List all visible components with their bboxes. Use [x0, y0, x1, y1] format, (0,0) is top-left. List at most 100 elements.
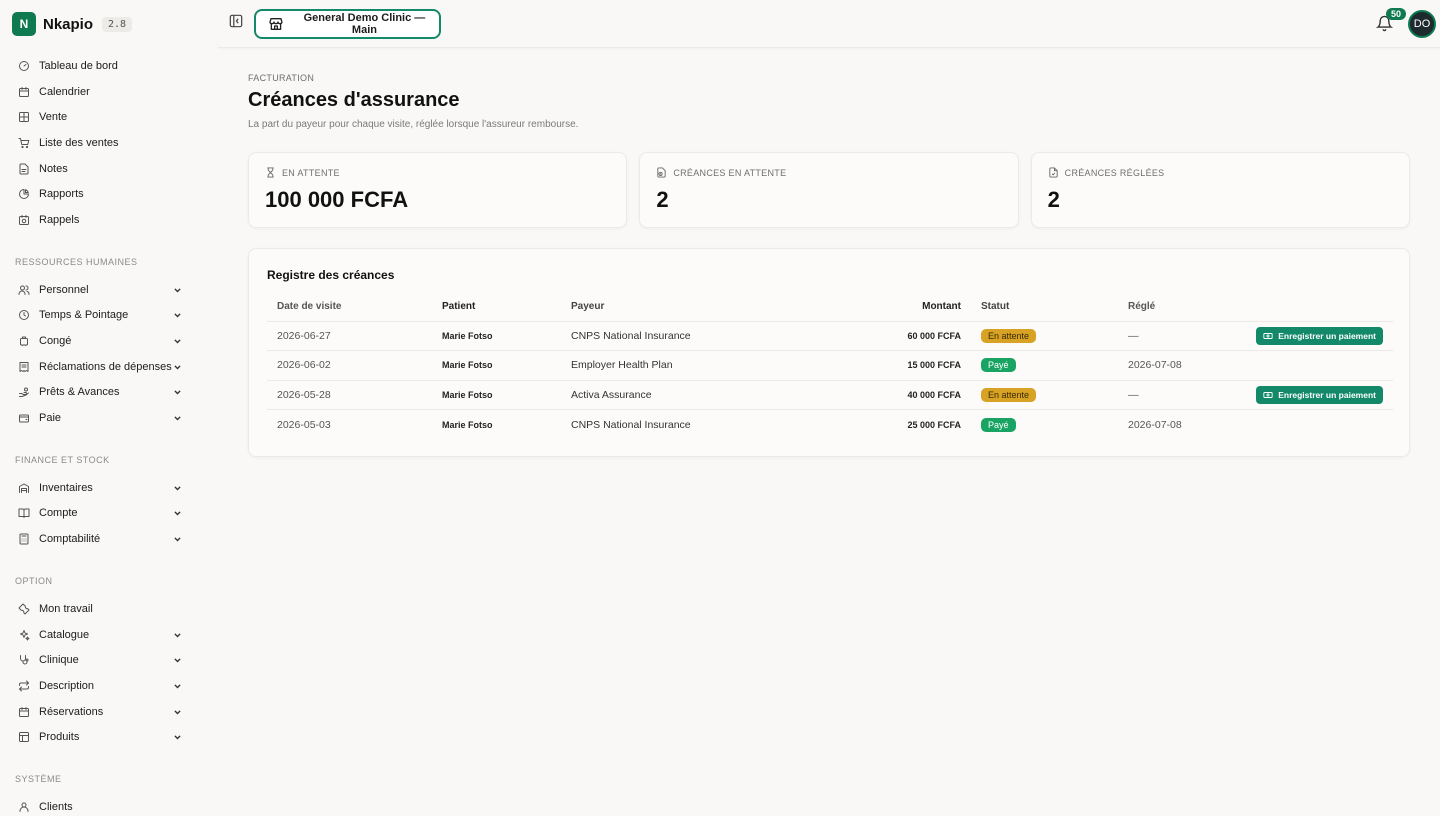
sidebar-item-clients[interactable]: Clients [0, 794, 218, 816]
sidebar-item-label: Congé [39, 335, 72, 348]
visit-date: 2026-05-03 [277, 418, 331, 431]
stethoscope-icon [18, 654, 30, 666]
box-icon [18, 731, 30, 743]
section-label: FINANCE ET STOCK [15, 454, 110, 465]
app-logo: N [12, 12, 36, 36]
status-badge: En attente [981, 387, 1037, 402]
status-badge: Payé [981, 358, 1016, 373]
sidebar-item-liste-des-ventes[interactable]: Liste des ventes [0, 130, 218, 156]
sidebar-item-label: Mon travail [39, 602, 93, 615]
sidebar-item-paie[interactable]: Paie [0, 405, 218, 431]
sidebar-item-label: Comptabilité [39, 533, 101, 546]
status-badge: En attente [981, 328, 1037, 343]
sidebar-item-label: Produits [39, 731, 80, 744]
column-header: Réglé [1118, 293, 1238, 322]
settled-date: 2026-07-08 [1118, 350, 1238, 381]
sidebar-item-description[interactable]: Description [0, 673, 218, 699]
page-title: Créances d'assurance [248, 89, 460, 111]
clock-icon [18, 309, 30, 321]
chevron-down-icon [174, 313, 181, 318]
cart-icon [18, 137, 30, 149]
hand-coins-icon [18, 386, 30, 398]
table-row: 2026-05-28 Marie Fotso Activa Assurance 40 … [267, 380, 1393, 410]
file-check-icon [1049, 167, 1058, 178]
user-avatar[interactable]: DO [1408, 10, 1436, 38]
sidebar-item-notes[interactable]: Notes [0, 156, 218, 182]
sidebar-item-label: Description [39, 679, 95, 692]
brand: N Nkapio 2.8 [0, 0, 218, 48]
sidebar-item-conge[interactable]: Congé [0, 328, 218, 354]
section-label: SYSTÈME [15, 774, 62, 785]
sparkles-icon [18, 629, 30, 641]
calculator-icon [18, 533, 30, 545]
sidebar-item-rappels[interactable]: Rappels [0, 207, 218, 233]
stat-label: EN ATTENTE [282, 167, 340, 178]
claims-register-panel: Registre des créances Date de visite Pat… [248, 248, 1410, 457]
app-name: Nkapio [43, 15, 94, 33]
status-cell: En attente [971, 380, 1118, 410]
action-cell [1238, 350, 1393, 381]
table-row: 2026-06-27 Marie Fotso CNPS National Insur… [267, 321, 1393, 351]
nav-group: Clients [0, 790, 218, 816]
sidebar-item-rapports[interactable]: Rapports [0, 181, 218, 207]
sidebar-item-reclamations-de-depenses[interactable]: Réclamations de dépenses [0, 354, 218, 380]
sidebar-item-tableau-de-bord[interactable]: Tableau de bord [0, 53, 218, 79]
stats-row: EN ATTENTE 100 000 FCFA CRÉANCES EN ATTE… [248, 152, 1410, 228]
sidebar-item-label: Réclamations de dépenses [39, 360, 172, 373]
status-cell: Payé [971, 350, 1118, 381]
bell-icon[interactable] [1376, 15, 1393, 32]
payer-name: CNPS National Insurance [561, 321, 761, 351]
action-cell: Enregistrer un paiement [1238, 321, 1393, 351]
user-icon [18, 801, 30, 813]
pie-icon [18, 188, 30, 200]
table-row: 2026-06-02 Marie Fotso Employer Health Pla… [267, 350, 1393, 381]
status-cell: En attente [971, 321, 1118, 351]
record-payment-button[interactable]: Enregistrer un paiement [1256, 385, 1383, 404]
nav-group: Personnel Temps & Pointage Congé Réclamatio… [0, 273, 218, 435]
sidebar-item-calendrier[interactable]: Calendrier [0, 79, 218, 105]
sidebar-item-comptabilite[interactable]: Comptabilité [0, 526, 218, 552]
chevron-down-icon [174, 537, 181, 542]
sidebar-item-clinique[interactable]: Clinique [0, 647, 218, 673]
book-icon [18, 507, 30, 519]
clinic-selector-button[interactable]: General Demo Clinic — Main [254, 9, 441, 39]
action-cell: Enregistrer un paiement [1238, 380, 1393, 410]
record-payment-label: Enregistrer un paiement [1278, 330, 1376, 341]
sidebar-item-label: Tableau de bord [39, 59, 118, 72]
sidebar-item-compte[interactable]: Compte [0, 501, 218, 527]
column-header: Statut [971, 293, 1118, 322]
wrench-icon [18, 603, 30, 615]
sidebar-item-inventaires[interactable]: Inventaires [0, 475, 218, 501]
version-badge: 2.8 [102, 16, 133, 32]
sidebar-item-vente[interactable]: Vente [0, 104, 218, 130]
sidebar-item-catalogue[interactable]: Catalogue [0, 622, 218, 648]
notification-count-badge: 50 [1385, 8, 1406, 20]
amount: 15 000 FCFA [761, 350, 971, 381]
section-label: OPTION [15, 576, 53, 586]
stat-label: CRÉANCES EN ATTENTE [673, 167, 787, 178]
sidebar-item-reservations[interactable]: Réservations [0, 699, 218, 725]
sidebar-item-label: Clinique [39, 654, 79, 667]
sidebar-item-produits[interactable]: Produits [0, 724, 218, 750]
sidebar-nav: Tableau de bord Calendrier Vente Liste des … [0, 48, 218, 816]
sidebar-item-prets-avances[interactable]: Prêts & Avances [0, 380, 218, 406]
repeat-icon [18, 680, 30, 692]
settled-date: — [1118, 321, 1238, 351]
hourglass-icon [267, 167, 274, 178]
collapse-sidebar-icon[interactable] [229, 14, 243, 28]
users-icon [18, 284, 30, 296]
record-payment-button[interactable]: Enregistrer un paiement [1256, 326, 1383, 345]
sidebar-item-label: Rapports [39, 188, 84, 201]
chevron-down-icon [174, 486, 181, 491]
sidebar-item-label: Inventaires [39, 481, 93, 494]
action-cell [1238, 410, 1393, 440]
sidebar-item-personnel[interactable]: Personnel [0, 277, 218, 303]
sidebar-item-temps-pointage[interactable]: Temps & Pointage [0, 303, 218, 329]
settled-date: 2026-07-08 [1128, 418, 1182, 431]
stat-card-settled-claims: CRÉANCES RÉGLÉES 2 [1030, 152, 1410, 228]
sidebar-item-mon-travail[interactable]: Mon travail [0, 596, 218, 622]
patient-name: Marie Fotso [432, 321, 561, 351]
visit-date: 2026-06-02 [267, 350, 432, 381]
grid-icon [18, 111, 30, 123]
status-cell: Payé [971, 410, 1118, 440]
